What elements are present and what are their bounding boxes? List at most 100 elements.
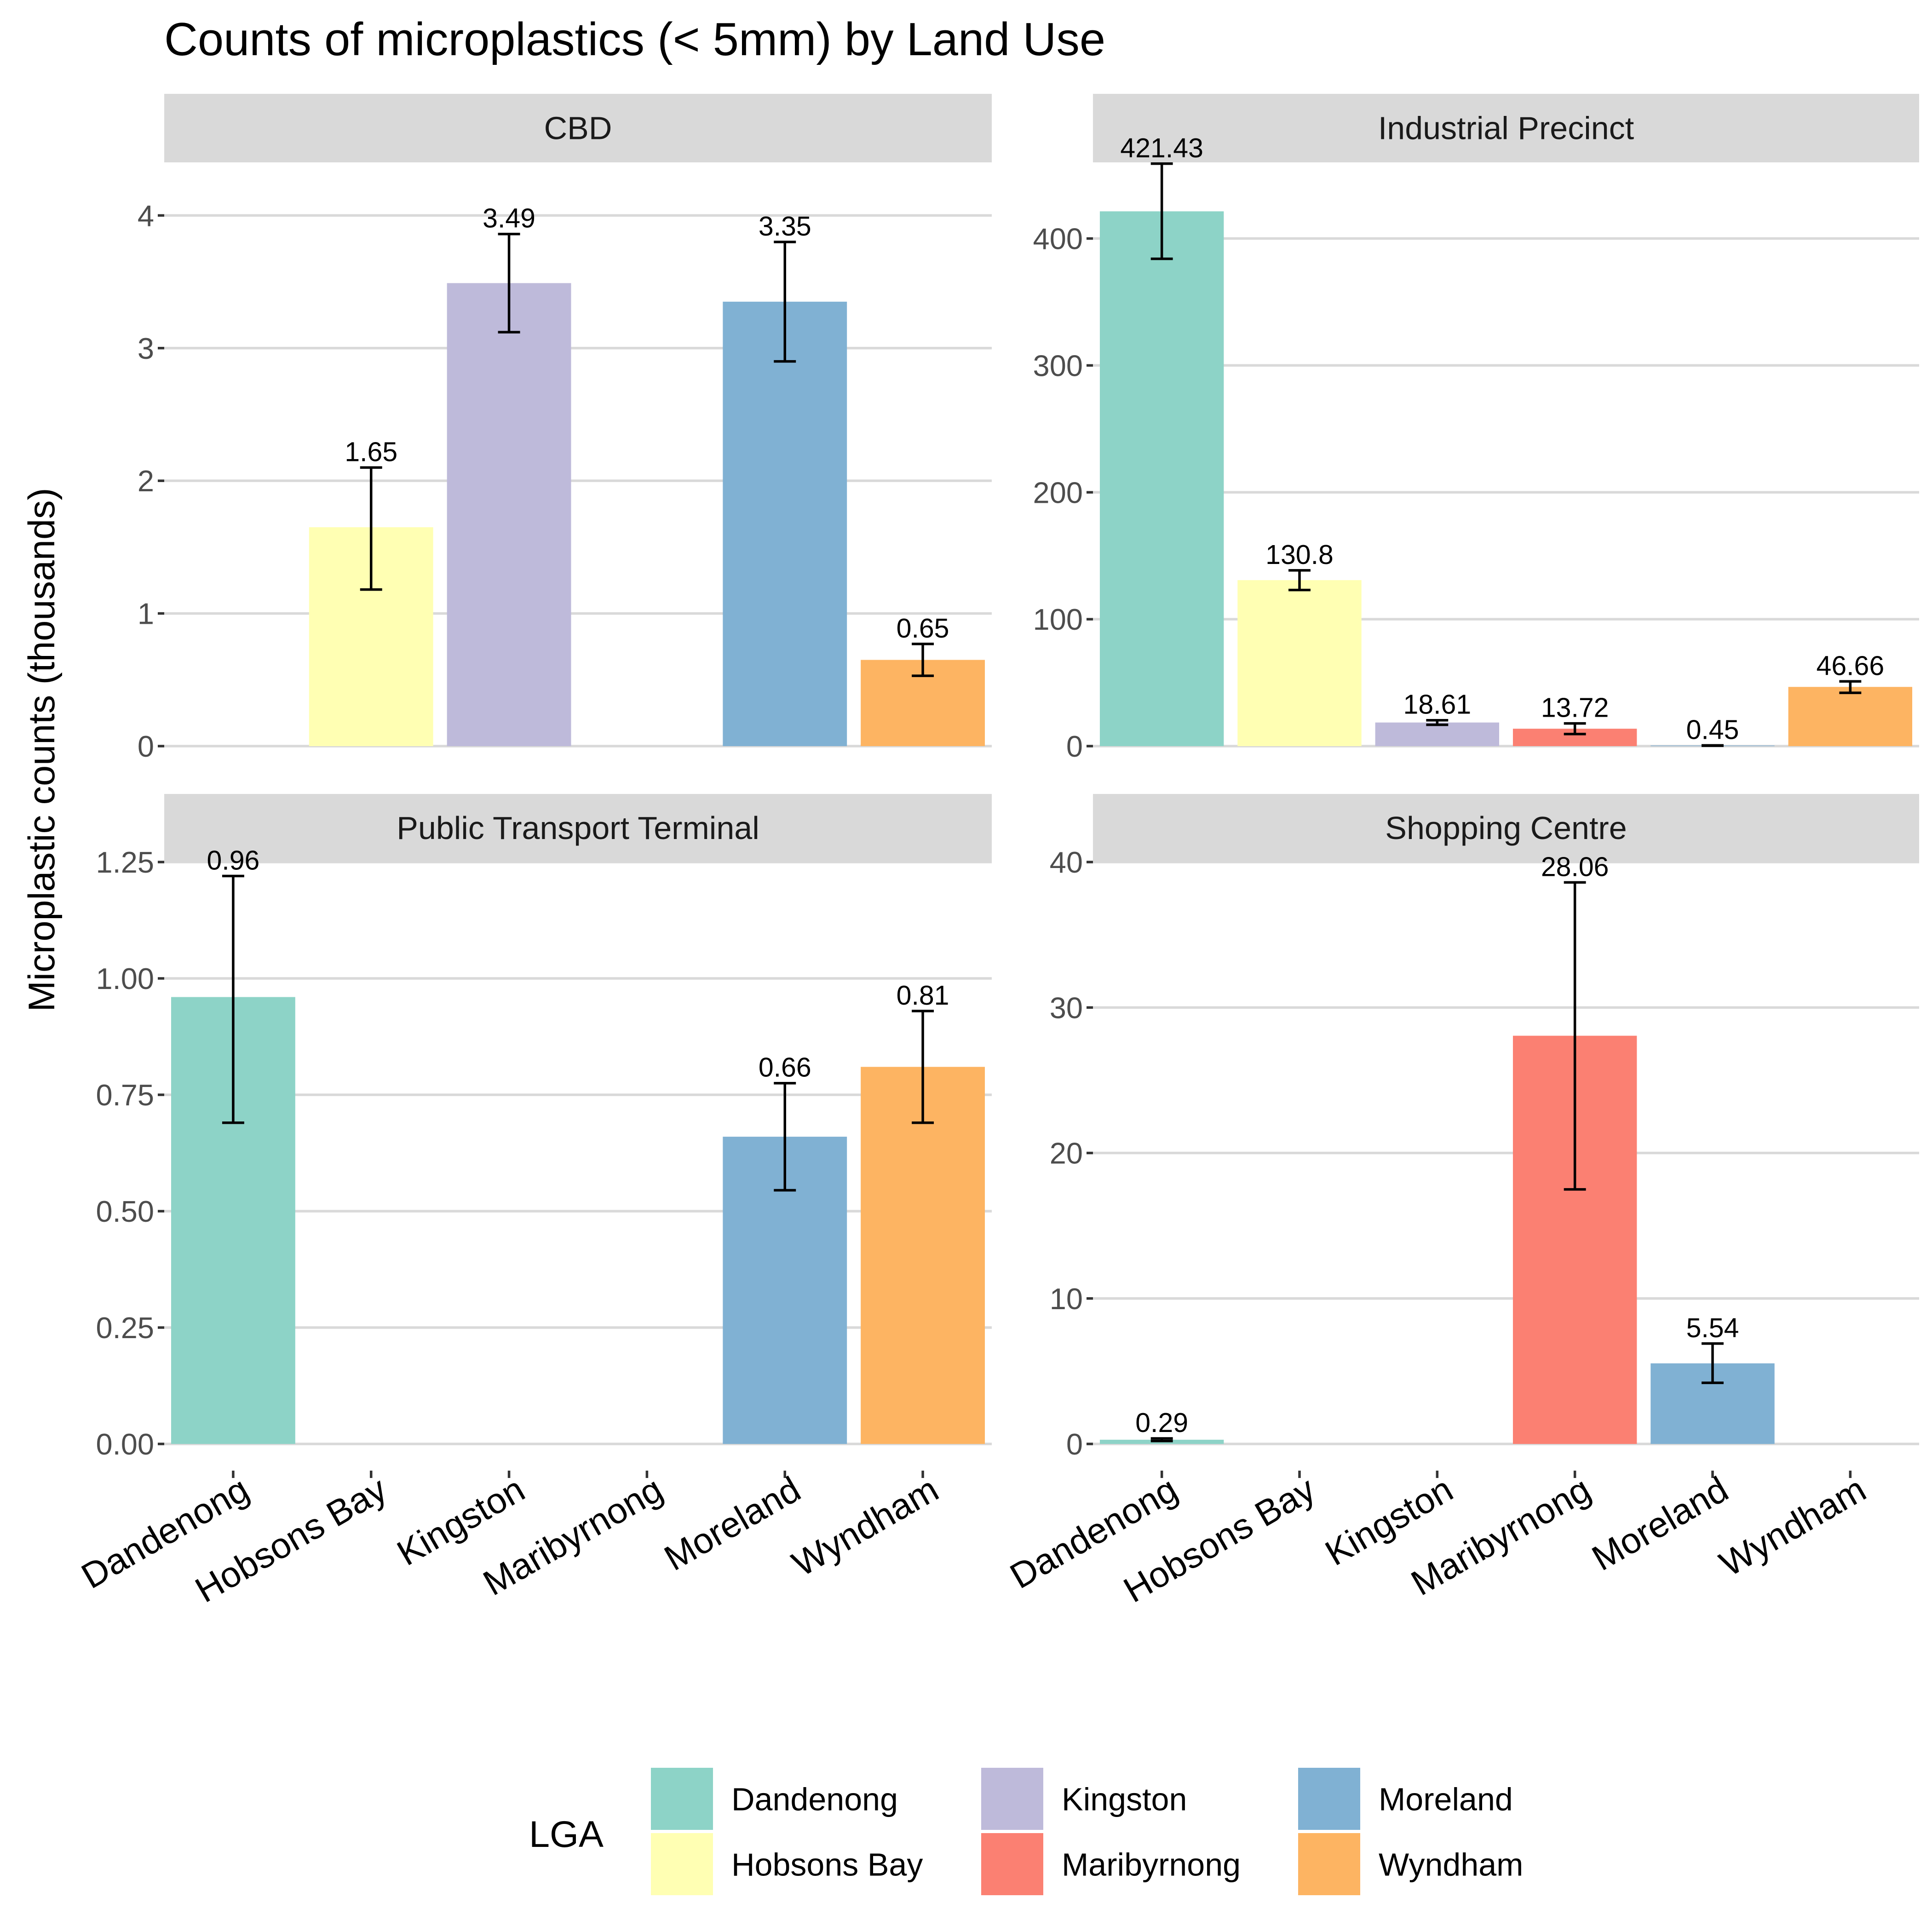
legend-key [981, 1833, 1043, 1895]
y-tick-label: 3 [138, 332, 154, 365]
error-bar-wyndham [1839, 680, 1862, 694]
facet-panels: CBD 0 1 2 3 4 1.65 3.49 3.35 0.65 Industrial Preci… [75, 94, 1919, 1610]
y-tick-label: 20 [1050, 1137, 1083, 1170]
y-tick-label: 4 [138, 199, 154, 232]
error-bar-moreland [1702, 744, 1724, 747]
y-tick-label: 100 [1033, 603, 1083, 636]
legend-label: Hobsons Bay [731, 1847, 923, 1883]
legend-label: Moreland [1379, 1782, 1513, 1817]
data-label-moreland: 3.35 [759, 211, 811, 242]
x-tick-label-moreland: Moreland [1585, 1469, 1735, 1579]
error-bar-hobsons-bay [1288, 569, 1311, 592]
error-bar-maribyrnong [1564, 881, 1586, 1191]
y-tick-label: 1.25 [96, 845, 154, 879]
y-tick-label: 2 [138, 464, 154, 498]
legend-item-wyndham: Wyndham [1298, 1833, 1524, 1895]
legend-item-moreland: Moreland [1298, 1768, 1513, 1830]
legend-item-kingston: Kingston [981, 1768, 1187, 1830]
error-bar-dandenong [1150, 1437, 1173, 1443]
y-tick-label: 200 [1033, 476, 1083, 509]
error-bar-kingston [1426, 719, 1449, 726]
data-label-maribyrnong: 13.72 [1541, 693, 1609, 723]
bar-wyndham [861, 1067, 985, 1444]
y-axis-title: Microplastic counts (thousands) [21, 488, 63, 1012]
legend-key [651, 1833, 713, 1895]
error-bar-dandenong [222, 874, 244, 1124]
bar-wyndham [1788, 687, 1913, 746]
y-tick-label: 30 [1050, 991, 1083, 1024]
error-bar-moreland [1702, 1342, 1724, 1384]
data-label-dandenong: 0.96 [207, 845, 259, 875]
data-label-kingston: 3.49 [483, 203, 535, 234]
data-label-wyndham: 0.81 [897, 980, 949, 1011]
facet-strip-label: Industrial Precinct [1378, 110, 1634, 146]
error-bar-moreland [774, 241, 796, 363]
bar-kingston [447, 283, 571, 746]
bar-dandenong [1099, 211, 1224, 747]
legend-item-hobsons-bay: Hobsons Bay [651, 1833, 923, 1895]
facet-panel-cbd: CBD 0 1 2 3 4 1.65 3.49 3.35 0.65 [138, 94, 992, 763]
data-label-moreland: 0.45 [1686, 714, 1739, 745]
legend-key [1298, 1833, 1360, 1895]
facet-strip-label: Public Transport Terminal [397, 810, 759, 846]
y-tick-label: 400 [1033, 222, 1083, 256]
legend-key [1298, 1768, 1360, 1830]
y-tick-label: 0 [138, 730, 154, 763]
data-label-wyndham: 46.66 [1817, 650, 1885, 681]
y-tick-label: 10 [1050, 1282, 1083, 1316]
y-tick-label: 40 [1050, 845, 1083, 879]
y-tick-label: 0.00 [96, 1427, 154, 1461]
data-label-hobsons-bay: 1.65 [345, 437, 397, 467]
y-tick-label: 0.75 [96, 1078, 154, 1112]
legend-label: Maribyrnong [1062, 1847, 1241, 1883]
legend-key [981, 1768, 1043, 1830]
error-bar-dandenong [1150, 162, 1173, 260]
facet-panel-industrial-precinct: Industrial Precinct 0 100 200 300 400 421.43 13… [1033, 94, 1919, 763]
data-label-moreland: 0.66 [759, 1052, 811, 1083]
legend-item-dandenong: Dandenong [651, 1768, 898, 1830]
chart-title: Counts of microplastics (< 5mm) by Land … [164, 14, 1105, 65]
data-label-kingston: 18.61 [1403, 690, 1472, 720]
legend-key [651, 1768, 713, 1830]
x-tick-label-moreland: Moreland [657, 1469, 807, 1579]
error-bar-wyndham [912, 1010, 934, 1124]
facet-strip [164, 794, 992, 862]
x-tick-label-wyndham: Wyndham [785, 1469, 945, 1584]
y-tick-label: 0 [1066, 730, 1083, 763]
facet-strip [1093, 94, 1919, 162]
facet-panel-shopping-centre: Shopping Centre0102030400.2928.065.54Dan… [1003, 794, 1919, 1610]
error-bar-kingston [498, 232, 520, 334]
facet-strip [1093, 794, 1919, 862]
y-tick-label: 0.25 [96, 1311, 154, 1345]
bar-hobsons-bay [1237, 580, 1362, 746]
facet-panel-public-transport-terminal: Public Transport Terminal 0.00 0.25 0.50 0.7… [75, 794, 992, 1610]
legend-label: Wyndham [1379, 1847, 1524, 1883]
y-tick-label: 0 [1066, 1427, 1083, 1461]
y-tick-label: 0.50 [96, 1195, 154, 1228]
facet-strip [164, 94, 992, 162]
error-bar-moreland [774, 1081, 796, 1192]
bar-moreland [723, 301, 847, 746]
facet-strip-label: Shopping Centre [1385, 810, 1627, 846]
bar-kingston [1375, 722, 1500, 746]
facet-strip-label: CBD [544, 110, 612, 146]
legend-title: LGA [529, 1814, 604, 1855]
legend-label: Kingston [1062, 1782, 1187, 1817]
data-label-dandenong: 0.29 [1135, 1408, 1188, 1438]
data-label-moreland: 5.54 [1686, 1313, 1739, 1343]
y-tick-label: 1 [138, 597, 154, 631]
x-tick-label-wyndham: Wyndham [1713, 1469, 1872, 1584]
error-bar-wyndham [912, 643, 934, 677]
error-bar-maribyrnong [1564, 722, 1586, 736]
error-bar-hobsons-bay [360, 466, 382, 591]
data-label-hobsons-bay: 130.8 [1265, 540, 1334, 570]
legend-item-maribyrnong: Maribyrnong [981, 1833, 1241, 1895]
y-tick-label: 1.00 [96, 962, 154, 995]
data-label-maribyrnong: 28.06 [1541, 851, 1609, 882]
data-label-wyndham: 0.65 [897, 613, 949, 644]
y-tick-label: 300 [1033, 349, 1083, 382]
data-label-dandenong: 421.43 [1120, 133, 1203, 163]
legend: LGA Dandenong Hobsons Bay Kingston Maribyrn… [529, 1768, 1524, 1895]
legend-label: Dandenong [731, 1782, 898, 1817]
